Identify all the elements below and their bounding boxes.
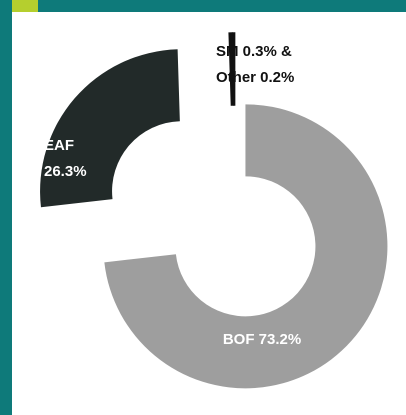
slice-label: SM 0.3% & (216, 43, 292, 60)
slice-label: 26.3% (44, 163, 87, 180)
slice-label: Other 0.2% (216, 69, 294, 86)
slice-label: BOF 73.2% (223, 331, 301, 348)
slice (232, 32, 236, 106)
top-band (0, 0, 406, 12)
slice (40, 49, 180, 208)
slice (104, 104, 388, 389)
left-band (0, 0, 12, 415)
slice (228, 32, 234, 106)
donut (40, 32, 388, 389)
slice-label: EAF (44, 137, 74, 154)
corner-accent (12, 0, 38, 12)
